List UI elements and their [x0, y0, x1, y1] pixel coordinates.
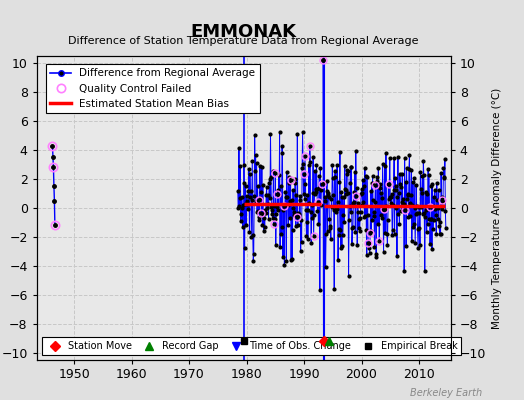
Text: Difference of Station Temperature Data from Regional Average: Difference of Station Temperature Data f…: [69, 36, 419, 46]
Text: Berkeley Earth: Berkeley Earth: [410, 388, 482, 398]
Legend: Station Move, Record Gap, Time of Obs. Change, Empirical Break: Station Move, Record Gap, Time of Obs. C…: [41, 337, 461, 355]
Title: EMMONAK: EMMONAK: [191, 22, 297, 40]
Y-axis label: Monthly Temperature Anomaly Difference (°C): Monthly Temperature Anomaly Difference (…: [492, 87, 501, 329]
